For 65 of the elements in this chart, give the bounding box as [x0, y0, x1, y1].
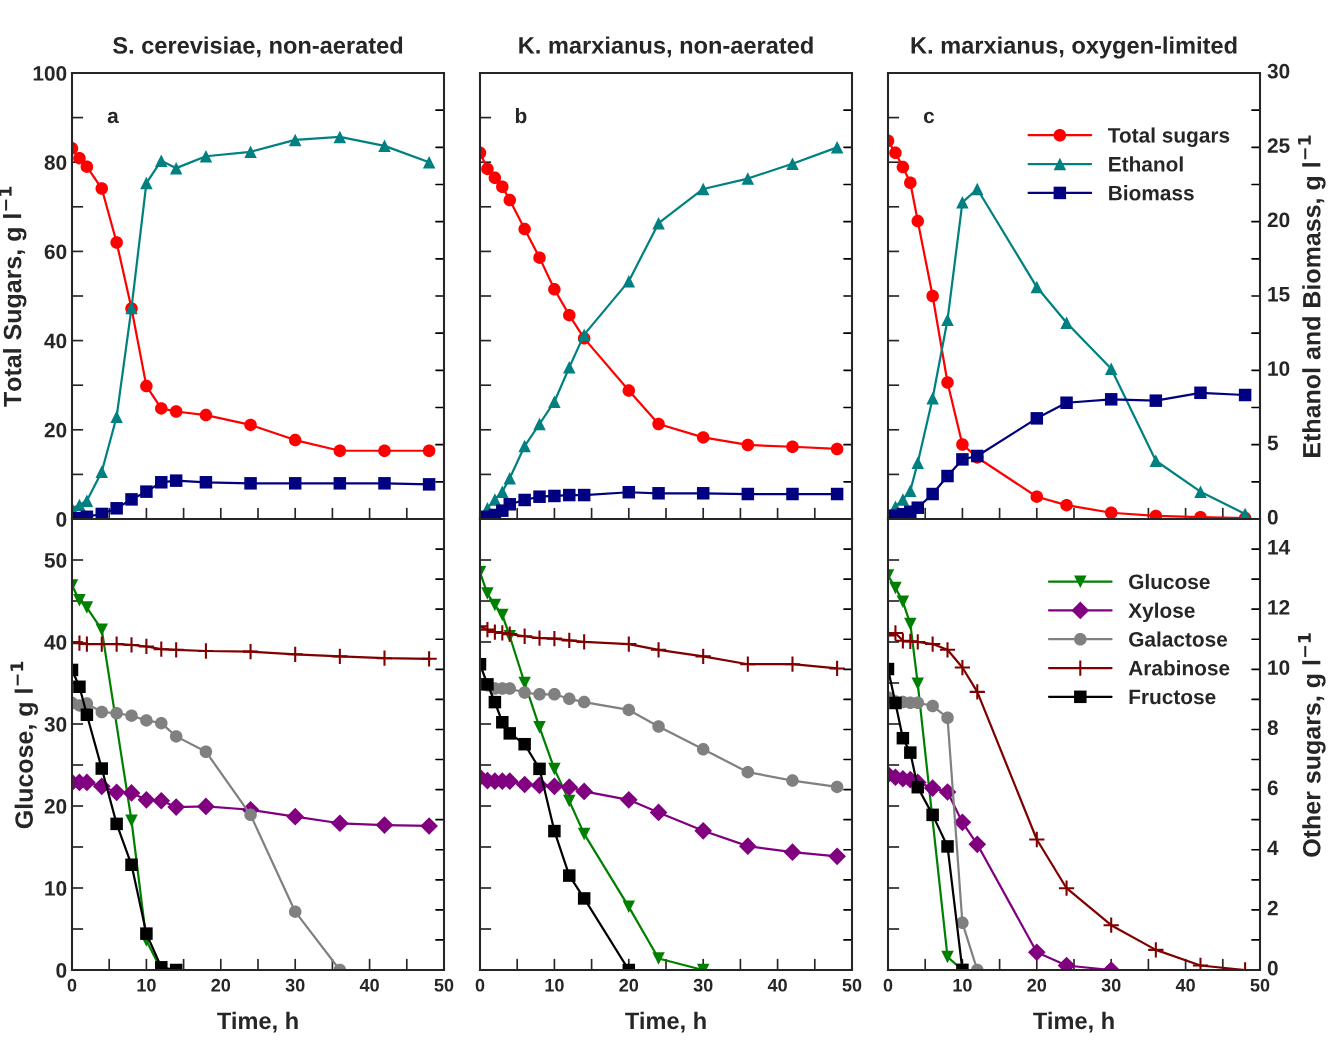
x-tick-label: 0 — [883, 978, 893, 992]
y-tick-label: 10 — [45, 881, 67, 896]
y2-tick-label: 20 — [1267, 212, 1290, 228]
y-tick-label: 100 — [33, 66, 67, 81]
y2-tick-label: 5 — [1267, 435, 1279, 451]
y-tick-label: 0 — [56, 512, 67, 527]
annotation: b — [515, 107, 527, 124]
legend-label: Fructose — [1129, 689, 1216, 705]
y2-tick-label: 30 — [1267, 63, 1290, 79]
y2-tick-label: 8 — [1267, 720, 1278, 736]
x-tick-label: 20 — [211, 978, 231, 992]
y2-tick-label: 2 — [1267, 900, 1278, 916]
x-tick-label: 20 — [1027, 978, 1047, 992]
x-tick-label: 30 — [693, 978, 713, 992]
y-tick-label: 40 — [44, 333, 67, 349]
y-tick-label: 40 — [44, 635, 67, 650]
legend-label: Ethanol — [1109, 156, 1183, 172]
annotation: c — [923, 111, 935, 124]
x-tick-label: 50 — [842, 978, 862, 992]
chart-title: K. marxianus, non-aerated — [519, 36, 813, 58]
y2-tick-label: 6 — [1267, 780, 1278, 796]
x-tick-label: 50 — [1250, 978, 1270, 992]
x-tick-label: 10 — [545, 978, 564, 992]
y2-tick-label: 14 — [1268, 540, 1291, 555]
annotation: a — [107, 111, 119, 124]
y2-tick-label: 15 — [1268, 287, 1290, 302]
x-axis-title: Time, h — [217, 1011, 298, 1033]
x-tick-label: 0 — [475, 978, 485, 992]
x-axis-title: Time, h — [625, 1011, 706, 1033]
x-tick-label: 40 — [359, 978, 379, 992]
y-tick-label: 50 — [44, 553, 67, 568]
y2-tick-label: 10 — [1268, 660, 1290, 675]
x-tick-label: 20 — [619, 978, 639, 992]
chart-title: K. marxianus, oxygen-limited — [911, 36, 1237, 59]
y2-tick-label: 0 — [1267, 509, 1278, 525]
legend-label: Xylose — [1128, 602, 1195, 623]
legend-label: Galactose — [1129, 631, 1228, 647]
x-tick-label: 30 — [285, 978, 305, 992]
x-tick-label: 40 — [767, 978, 787, 992]
y-tick-label: 60 — [44, 244, 67, 260]
y2-tick-label: 4 — [1267, 840, 1279, 856]
x-tick-label: 40 — [1175, 978, 1195, 992]
legend-label: Total sugars — [1108, 127, 1230, 147]
y2-tick-label: 25 — [1267, 138, 1290, 153]
y-tick-label: 30 — [44, 717, 67, 732]
legend-label: Biomass — [1109, 185, 1194, 201]
chart-title: S. cerevisiae, non-aerated — [113, 36, 403, 58]
y2-axis-title: Ethanol and Biomass, g l$^{−1}$ — [1298, 135, 1326, 457]
y2-tick-label: 12 — [1268, 600, 1290, 615]
x-tick-label: 50 — [434, 978, 454, 992]
y-tick-label: 0 — [56, 963, 67, 978]
x-tick-label: 0 — [67, 978, 77, 992]
y2-axis-title: Other sugars, g l$^{−1}$ — [1298, 633, 1326, 857]
x-tick-label: 30 — [1101, 978, 1121, 992]
y-tick-label: 20 — [44, 422, 67, 438]
legend-label: Arabinose — [1128, 660, 1230, 676]
x-tick-label: 10 — [953, 978, 972, 992]
y2-tick-label: 10 — [1268, 361, 1290, 376]
y2-tick-label: 0 — [1267, 960, 1278, 976]
y-tick-label: 20 — [44, 799, 67, 814]
legend-label: Glucose — [1129, 573, 1210, 590]
x-tick-label: 10 — [137, 978, 156, 992]
y-tick-label: 80 — [44, 155, 67, 170]
y-axis-title: Glucose, g l$^{−1}$ — [10, 661, 39, 829]
x-axis-title: Time, h — [1033, 1011, 1114, 1033]
